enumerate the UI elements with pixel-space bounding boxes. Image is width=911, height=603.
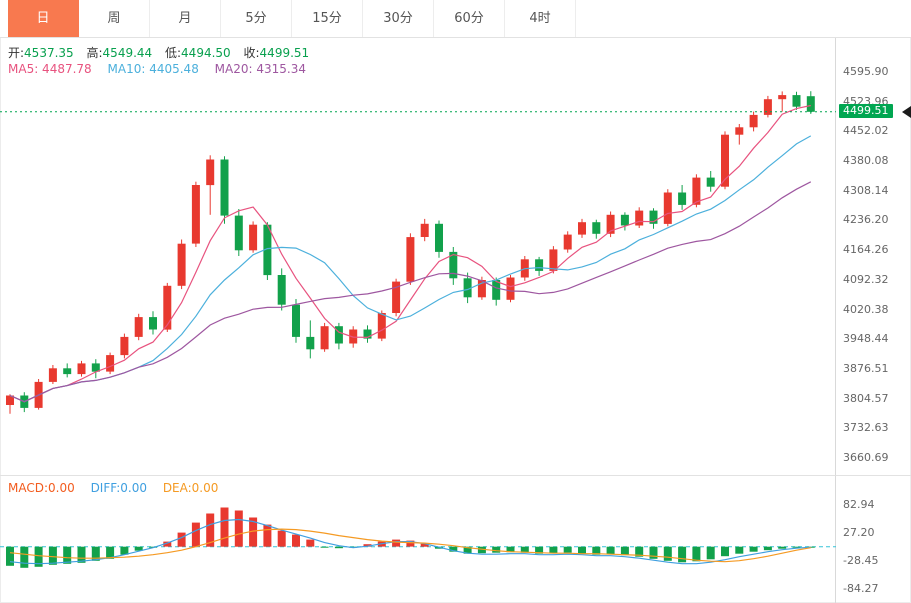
tab-15min[interactable]: 15分 — [292, 0, 363, 37]
tab-30min[interactable]: 30分 — [363, 0, 434, 37]
axis-tick-label: 4020.38 — [843, 302, 889, 316]
timeframe-tabs: 日 周 月 5分 15分 30分 60分 4时 — [0, 0, 911, 38]
macd-chart-canvas[interactable] — [0, 496, 836, 603]
low-value: 4494.50 — [181, 46, 231, 60]
diff-value: DIFF:0.00 — [90, 481, 147, 495]
ma20-value: MA20: 4315.34 — [214, 62, 306, 76]
axis-tick-label: 4452.02 — [843, 124, 889, 138]
axis-tick-label: 3660.69 — [843, 450, 889, 464]
axis-tick-label: 3804.57 — [843, 391, 889, 405]
tab-60min[interactable]: 60分 — [434, 0, 505, 37]
last-price-tag: 4499.51 — [839, 104, 893, 118]
ma10-value: MA10: 4405.48 — [107, 62, 199, 76]
axis-tick-label: -28.45 — [843, 554, 879, 567]
axis-tick-label: 4308.14 — [843, 183, 889, 197]
tab-4hour[interactable]: 4时 — [505, 0, 576, 37]
close-value: 4499.51 — [259, 46, 310, 60]
ma5-value: MA5: 4487.78 — [8, 62, 92, 76]
tab-5min[interactable]: 5分 — [221, 0, 292, 37]
main-chart-panel: 开:4537.35 高:4549.44 低:4494.50 收:4499.51 … — [0, 38, 836, 475]
macd-summary: MACD:0.00 DIFF:0.00 DEA:0.00 — [8, 481, 218, 495]
axis-tick-label: -84.27 — [843, 582, 879, 595]
main-axis-ticks: 4595.90 4523.96 4452.02 4380.08 4308.14 … — [843, 66, 909, 464]
axis-tick-label: 4380.08 — [843, 154, 889, 168]
close-label: 收: — [243, 46, 260, 60]
axis-tick-label: 27.20 — [843, 526, 875, 539]
open-value: 4537.35 — [24, 46, 74, 60]
main-chart-canvas[interactable] — [0, 38, 836, 475]
axis-tick-label: 4164.26 — [843, 243, 889, 257]
tab-monthly[interactable]: 月 — [150, 0, 221, 37]
axis-tick-label: 4236.20 — [843, 213, 889, 227]
tab-daily[interactable]: 日 — [8, 0, 79, 37]
axis-tick-label: 3948.44 — [843, 332, 889, 346]
ohlc-summary: 开:4537.35 高:4549.44 低:4494.50 收:4499.51 — [8, 44, 318, 61]
axis-tick-label: 82.94 — [843, 498, 875, 511]
high-label: 高: — [86, 46, 103, 60]
low-label: 低: — [165, 46, 182, 60]
price-marker-icon — [902, 106, 911, 118]
open-label: 开: — [8, 46, 25, 60]
axis-tick-label: 3876.51 — [843, 361, 889, 375]
macd-value-axis: 82.94 27.20 -28.45 -84.27 — [836, 475, 911, 603]
axis-tick-label: 4092.32 — [843, 272, 889, 286]
axis-tick-label: 3732.63 — [843, 421, 889, 435]
main-price-axis: 4595.90 4523.96 4452.02 4380.08 4308.14 … — [836, 38, 911, 475]
dea-value: DEA:0.00 — [162, 481, 219, 495]
tab-weekly[interactable]: 周 — [79, 0, 150, 37]
macd-value: MACD:0.00 — [8, 481, 75, 495]
macd-axis-ticks: 82.94 27.20 -28.45 -84.27 — [843, 499, 909, 595]
axis-tick-label: 4595.90 — [843, 65, 889, 78]
ma-summary: MA5: 4487.78 MA10: 4405.48 MA20: 4315.34 — [8, 62, 306, 76]
high-value: 4549.44 — [102, 46, 153, 60]
macd-panel: MACD:0.00 DIFF:0.00 DEA:0.00 — [0, 475, 836, 603]
